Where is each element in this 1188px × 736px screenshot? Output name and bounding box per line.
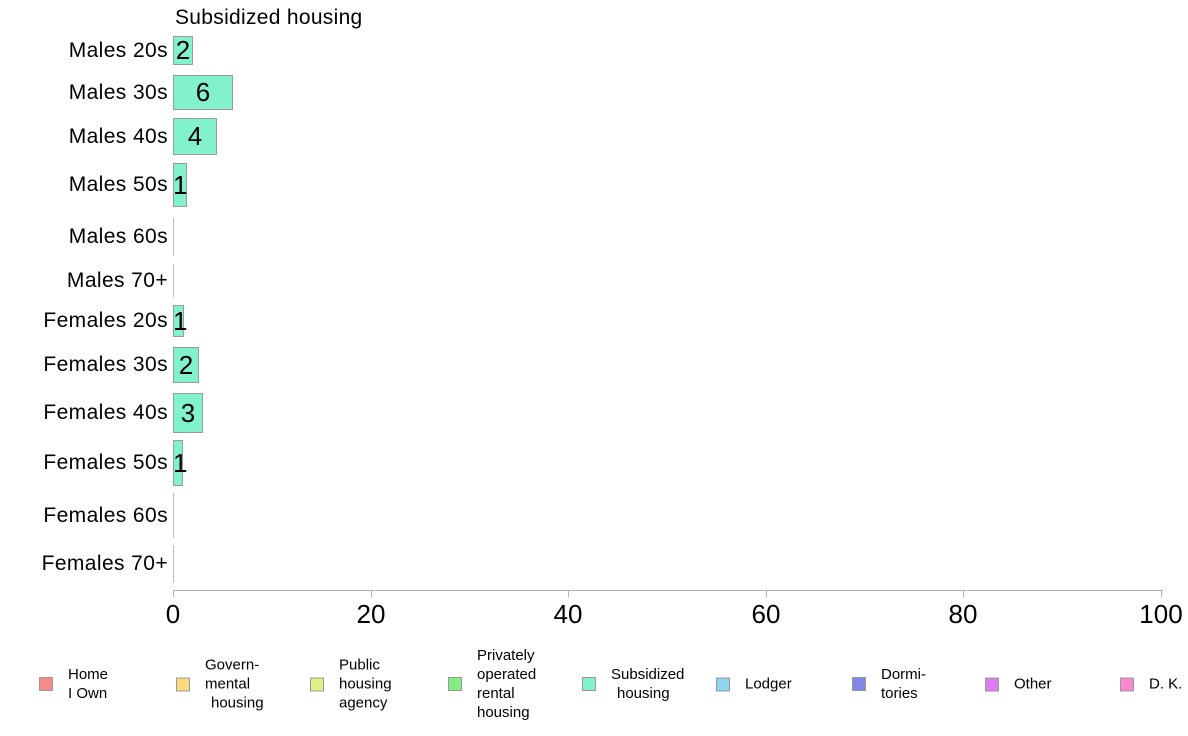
legend-label-line: Other — [1014, 675, 1052, 693]
legend-label: Dormi-tories — [881, 665, 926, 703]
category-label: Females 30s — [43, 353, 168, 376]
legend-label: D. K. — [1149, 675, 1182, 694]
legend-item: Subsidized housing — [582, 665, 684, 703]
x-tick-label: 0 — [165, 599, 181, 629]
legend-label-line: Home — [68, 666, 109, 683]
legend-label-line: Govern- — [205, 656, 260, 674]
legend-swatch-icon — [985, 677, 999, 691]
bar — [173, 305, 184, 337]
category-label: Females 70+ — [41, 552, 168, 575]
bar — [173, 118, 217, 155]
legend-swatch-icon — [852, 677, 866, 691]
x-tick — [371, 590, 372, 597]
category-label: Males 70+ — [66, 268, 168, 292]
x-tick — [766, 590, 767, 597]
legend-item: D. K. — [1120, 675, 1182, 694]
x-tick — [963, 590, 964, 597]
zero-value-bar — [173, 545, 174, 583]
legend-label: Lodger — [745, 675, 792, 694]
chart-title: Subsidized housing — [175, 6, 363, 29]
category-label: Females 50s — [43, 451, 168, 474]
legend-label-line: housing — [339, 675, 392, 693]
legend-label: Public housing agency — [339, 656, 392, 713]
value-label: 2 — [178, 350, 194, 380]
x-tick — [568, 590, 569, 597]
value-label: 1 — [173, 170, 188, 200]
value-label: 4 — [187, 121, 203, 151]
x-tick-label: 40 — [553, 599, 583, 629]
bar — [173, 163, 187, 207]
legend-label: Other — [1014, 675, 1052, 694]
legend-swatch-icon — [448, 677, 462, 691]
legend: Home I Own Govern-mental housing Public housi… — [0, 640, 1188, 736]
legend-label-line: agency — [339, 694, 388, 712]
legend-label-line: mental — [205, 675, 251, 693]
x-tick-label: 80 — [948, 599, 978, 629]
legend-label-line: housing — [211, 694, 264, 712]
x-tick — [173, 590, 174, 597]
category-label: Males 50s — [68, 173, 168, 196]
legend-label: Home I Own — [68, 665, 108, 703]
legend-label: Govern-mental housing — [205, 656, 264, 713]
legend-label-line: D. K. — [1149, 675, 1183, 693]
x-axis-line — [173, 590, 1163, 591]
legend-label-line: I Own — [68, 685, 108, 702]
legend-item: Privately operated rental housing — [448, 646, 536, 722]
legend-item: Dormi-tories — [852, 665, 926, 703]
category-label: Males 30s — [68, 80, 168, 104]
legend-item: Other — [985, 675, 1052, 694]
legend-swatch-icon — [310, 677, 324, 691]
legend-label-line: Subsidized — [611, 666, 685, 683]
legend-label-line: Dormi- — [881, 666, 926, 683]
value-label: 1 — [173, 448, 188, 478]
legend-swatch-icon — [716, 677, 730, 691]
legend-swatch-icon — [1120, 677, 1134, 691]
category-label: Males 60s — [68, 225, 168, 248]
legend-label: Privately operated rental housing — [477, 646, 536, 722]
category-label: Females 40s — [43, 401, 168, 424]
legend-item: Public housing agency — [310, 656, 392, 713]
legend-label-line: Lodger — [745, 675, 792, 693]
legend-label: Subsidized housing — [611, 665, 684, 703]
legend-item: Home I Own — [39, 665, 108, 703]
value-label: 1 — [173, 306, 188, 336]
bar — [173, 347, 199, 383]
legend-label-line: housing — [477, 704, 530, 721]
legend-swatch-icon — [39, 677, 53, 691]
zero-value-bar — [173, 218, 174, 256]
category-label: Males 20s — [68, 38, 168, 62]
x-tick — [1161, 590, 1162, 597]
legend-swatch-icon — [582, 677, 596, 691]
value-label: 2 — [175, 35, 191, 65]
legend-item: Lodger — [716, 675, 792, 694]
x-tick-label: 20 — [356, 599, 386, 629]
zero-value-bar — [173, 493, 174, 538]
legend-swatch-icon — [176, 677, 190, 691]
category-label: Females 60s — [43, 503, 168, 527]
x-tick-label: 60 — [751, 599, 781, 629]
bar — [173, 393, 203, 433]
x-tick-label: 100 — [1139, 599, 1183, 629]
category-label: Females 20s — [43, 309, 168, 332]
legend-label-line: Privately — [477, 647, 535, 664]
value-label: 3 — [180, 398, 196, 428]
bar — [173, 440, 183, 486]
legend-label-line: tories — [881, 685, 918, 702]
legend-label-line: rental — [477, 685, 515, 702]
category-label: Males 40s — [68, 124, 168, 148]
legend-label-line: housing — [617, 685, 670, 702]
zero-value-bar — [173, 264, 174, 297]
value-label: 6 — [195, 77, 211, 107]
bar — [173, 75, 233, 110]
legend-label-line: operated — [477, 666, 537, 683]
bar — [173, 36, 193, 65]
legend-item: Govern-mental housing — [176, 656, 264, 713]
legend-label-line: Public — [339, 656, 380, 674]
